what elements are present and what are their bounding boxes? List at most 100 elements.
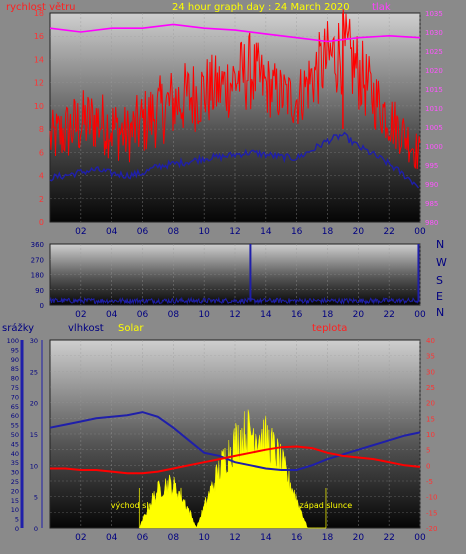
rain-y-tick: 5 <box>15 516 19 524</box>
wind-x-tick: 08 <box>168 227 180 237</box>
humidity-line <box>49 411 421 471</box>
temperature-y-tick: 15 <box>426 415 435 423</box>
pressure-y-tick: 1020 <box>425 67 443 75</box>
wind-y-tick: 6 <box>39 148 44 157</box>
rain-y-tick: 80 <box>11 375 19 383</box>
rain-y-tick: 35 <box>11 459 19 467</box>
temperature-x-tick: 22 <box>383 533 394 543</box>
temperature-x-tick: 08 <box>168 533 180 543</box>
temperature-x-tick: 16 <box>291 533 303 543</box>
chart-title: 24 hour graph day : 24 March 2020 <box>172 2 350 13</box>
wind-y-tick: 16 <box>34 32 44 41</box>
wind-x-tick: 22 <box>383 227 394 237</box>
wind-y-tick: 12 <box>34 79 44 88</box>
rain-y-tick: 30 <box>11 469 19 477</box>
humidity-y-tick: 30 <box>30 337 38 345</box>
direction-x-tick: 16 <box>291 310 303 320</box>
direction-x-tick: 00 <box>414 310 426 320</box>
temperature-x-tick: 10 <box>198 533 210 543</box>
direction-x-tick: 22 <box>383 310 394 320</box>
temperature-y-tick: 20 <box>426 400 435 408</box>
rain-y-tick: 20 <box>11 487 19 495</box>
rain-y-tick: 15 <box>11 497 19 505</box>
pressure-y-tick: 1035 <box>425 10 443 18</box>
temperature-x-tick: 12 <box>229 533 240 543</box>
rain-y-tick: 95 <box>11 346 19 354</box>
direction-x-tick: 04 <box>106 310 118 320</box>
humidity-y-tick: 0 <box>34 525 38 533</box>
pressure-y-tick: 1015 <box>425 86 443 94</box>
wind-direction-line <box>49 296 420 306</box>
temperature-x-tick: 00 <box>414 533 426 543</box>
sunset-label: západ slunce <box>300 501 353 510</box>
wind-x-tick: 14 <box>260 227 272 237</box>
humidity-y-tick: 10 <box>30 462 38 470</box>
temperature-x-tick: 04 <box>106 533 118 543</box>
wind-x-tick: 00 <box>414 227 426 237</box>
wind-y-tick: 18 <box>34 9 44 18</box>
rain-y-tick: 100 <box>7 337 19 345</box>
pressure-y-tick: 995 <box>425 162 438 170</box>
temperature-y-tick: -10 <box>426 494 437 502</box>
temperature-x-tick: 18 <box>322 533 334 543</box>
wind-y-tick: 0 <box>39 218 44 227</box>
rain-y-tick: 40 <box>11 450 19 458</box>
wind-x-tick: 12 <box>229 227 240 237</box>
temperature-y-tick: -5 <box>426 478 433 486</box>
direction-y-tick: 180 <box>31 272 44 280</box>
wind-x-tick: 06 <box>137 227 149 237</box>
rain-y-tick: 70 <box>11 393 19 401</box>
temperature-y-tick: 25 <box>426 384 435 392</box>
wind-x-tick: 04 <box>106 227 118 237</box>
temperature-y-tick: 40 <box>426 337 435 345</box>
rain-y-tick: 25 <box>11 478 19 486</box>
direction-x-tick: 10 <box>198 310 210 320</box>
wind-y-tick: 10 <box>34 102 44 111</box>
rain-y-tick: 10 <box>11 506 19 514</box>
wind-y-tick: 2 <box>39 195 44 204</box>
temperature-y-tick: -20 <box>426 525 437 533</box>
pressure-y-tick: 1010 <box>425 105 443 113</box>
temperature-label: teplota <box>312 323 347 334</box>
temperature-line <box>50 445 421 475</box>
wind-x-tick: 10 <box>198 227 210 237</box>
humidity-label: vlhkost <box>68 323 104 334</box>
direction-x-tick: 08 <box>168 310 180 320</box>
pressure-y-tick: 990 <box>425 181 438 189</box>
compass-label: W <box>436 256 447 269</box>
pressure-label: tlak <box>372 2 391 13</box>
pressure-y-tick: 1025 <box>425 48 443 56</box>
compass-label: S <box>436 274 443 287</box>
temperature-y-tick: 5 <box>426 447 430 455</box>
temperature-x-tick: 14 <box>260 533 272 543</box>
temperature-y-tick: 0 <box>426 462 430 470</box>
rain-y-tick: 90 <box>11 356 19 364</box>
sunrise-label: východ slunce <box>111 501 168 510</box>
wind-y-tick: 4 <box>39 172 44 181</box>
temperature-y-tick: 10 <box>426 431 435 439</box>
humidity-y-tick: 20 <box>30 400 38 408</box>
rain-y-tick: 60 <box>11 412 19 420</box>
humidity-y-tick: 25 <box>30 368 38 376</box>
direction-y-tick: 0 <box>40 302 44 310</box>
solar-area <box>139 409 326 529</box>
direction-x-tick: 14 <box>260 310 272 320</box>
compass-label: N <box>436 306 444 319</box>
wind-speed-label: rychlost větru <box>6 1 76 13</box>
temperature-x-tick: 02 <box>75 533 86 543</box>
temperature-y-tick: -15 <box>426 509 437 517</box>
rain-y-tick: 0 <box>15 525 19 533</box>
direction-x-tick: 18 <box>322 310 334 320</box>
direction-x-tick: 12 <box>229 310 240 320</box>
pressure-y-tick: 980 <box>425 219 438 227</box>
compass-label: E <box>436 290 443 303</box>
wind-x-tick: 02 <box>75 227 86 237</box>
pressure-y-tick: 1000 <box>425 143 443 151</box>
pressure-y-tick: 985 <box>425 200 438 208</box>
pressure-line <box>49 23 421 43</box>
direction-x-tick: 20 <box>353 310 365 320</box>
wind-y-tick: 8 <box>39 125 44 134</box>
direction-x-tick: 06 <box>137 310 149 320</box>
wind-y-tick: 14 <box>34 55 44 64</box>
